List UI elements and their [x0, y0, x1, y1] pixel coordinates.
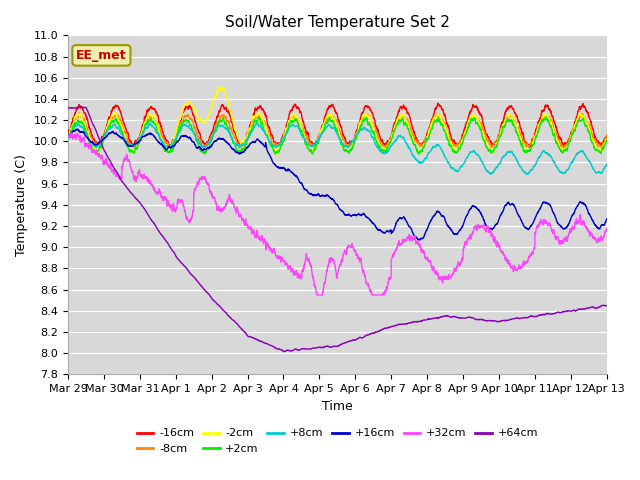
+32cm: [304, 257, 312, 263]
+32cm: [133, 175, 141, 181]
-16cm: [603, 133, 611, 139]
+8cm: [410, 154, 418, 159]
-2cm: [434, 111, 442, 117]
+32cm: [410, 236, 418, 242]
-16cm: [64, 131, 72, 136]
+32cm: [314, 292, 321, 298]
-16cm: [300, 119, 307, 124]
+32cm: [68, 130, 76, 136]
-8cm: [603, 132, 611, 138]
+2cm: [64, 136, 72, 142]
+32cm: [434, 272, 442, 277]
+8cm: [346, 142, 354, 147]
+64cm: [410, 319, 418, 324]
-2cm: [219, 84, 227, 90]
+32cm: [603, 226, 611, 231]
-2cm: [273, 152, 281, 157]
-8cm: [166, 146, 173, 152]
-16cm: [434, 102, 442, 108]
-8cm: [346, 143, 354, 148]
+32cm: [346, 244, 354, 250]
+64cm: [305, 346, 312, 352]
Line: +8cm: +8cm: [68, 123, 607, 174]
-8cm: [305, 137, 312, 143]
+64cm: [346, 338, 354, 344]
Line: -16cm: -16cm: [68, 103, 607, 147]
+16cm: [133, 141, 141, 146]
+16cm: [300, 184, 307, 190]
-2cm: [300, 131, 307, 136]
Text: EE_met: EE_met: [76, 49, 127, 62]
+64cm: [64, 105, 72, 110]
-16cm: [346, 138, 354, 144]
+16cm: [73, 126, 81, 132]
+2cm: [133, 146, 141, 152]
-2cm: [346, 147, 354, 153]
+16cm: [64, 133, 72, 139]
+64cm: [77, 104, 84, 110]
+32cm: [300, 266, 307, 272]
+64cm: [603, 303, 611, 309]
-8cm: [76, 110, 83, 116]
-2cm: [410, 142, 418, 147]
+8cm: [64, 134, 72, 140]
+16cm: [410, 232, 418, 238]
Legend: -16cm, -8cm, -2cm, +2cm, +8cm, +16cm, +32cm, +64cm: -16cm, -8cm, -2cm, +2cm, +8cm, +16cm, +3…: [132, 424, 542, 458]
-2cm: [133, 143, 141, 149]
-2cm: [603, 136, 611, 142]
+16cm: [603, 216, 611, 222]
+2cm: [434, 119, 442, 124]
-16cm: [410, 130, 418, 136]
-2cm: [64, 135, 72, 141]
+2cm: [543, 114, 550, 120]
-8cm: [133, 139, 141, 145]
-8cm: [410, 136, 418, 142]
Line: +2cm: +2cm: [68, 117, 607, 154]
+2cm: [236, 151, 244, 157]
+8cm: [523, 171, 531, 177]
-8cm: [300, 127, 307, 133]
-16cm: [304, 131, 312, 136]
+2cm: [603, 137, 611, 143]
+64cm: [434, 315, 442, 321]
Line: -2cm: -2cm: [68, 87, 607, 155]
Line: -8cm: -8cm: [68, 113, 607, 149]
+32cm: [64, 133, 72, 139]
Y-axis label: Temperature (C): Temperature (C): [15, 154, 28, 256]
Line: +32cm: +32cm: [68, 133, 607, 295]
-16cm: [133, 140, 141, 146]
+8cm: [133, 140, 141, 145]
+8cm: [253, 120, 260, 126]
Line: +16cm: +16cm: [68, 129, 607, 240]
+2cm: [300, 134, 307, 140]
+8cm: [300, 134, 307, 140]
+16cm: [415, 237, 422, 243]
+16cm: [346, 213, 354, 218]
+2cm: [410, 142, 418, 148]
-8cm: [64, 136, 72, 142]
-8cm: [434, 113, 442, 119]
Line: +64cm: +64cm: [68, 107, 607, 352]
+16cm: [434, 208, 442, 214]
+64cm: [133, 196, 141, 202]
-16cm: [435, 100, 442, 106]
-16cm: [526, 144, 534, 150]
-2cm: [305, 145, 312, 151]
+8cm: [304, 142, 312, 148]
+16cm: [304, 190, 312, 195]
+2cm: [346, 146, 354, 152]
Title: Soil/Water Temperature Set 2: Soil/Water Temperature Set 2: [225, 15, 450, 30]
+64cm: [300, 346, 307, 351]
+8cm: [434, 142, 442, 148]
X-axis label: Time: Time: [322, 400, 353, 413]
+8cm: [603, 162, 611, 168]
+64cm: [280, 349, 288, 355]
+2cm: [304, 145, 312, 151]
